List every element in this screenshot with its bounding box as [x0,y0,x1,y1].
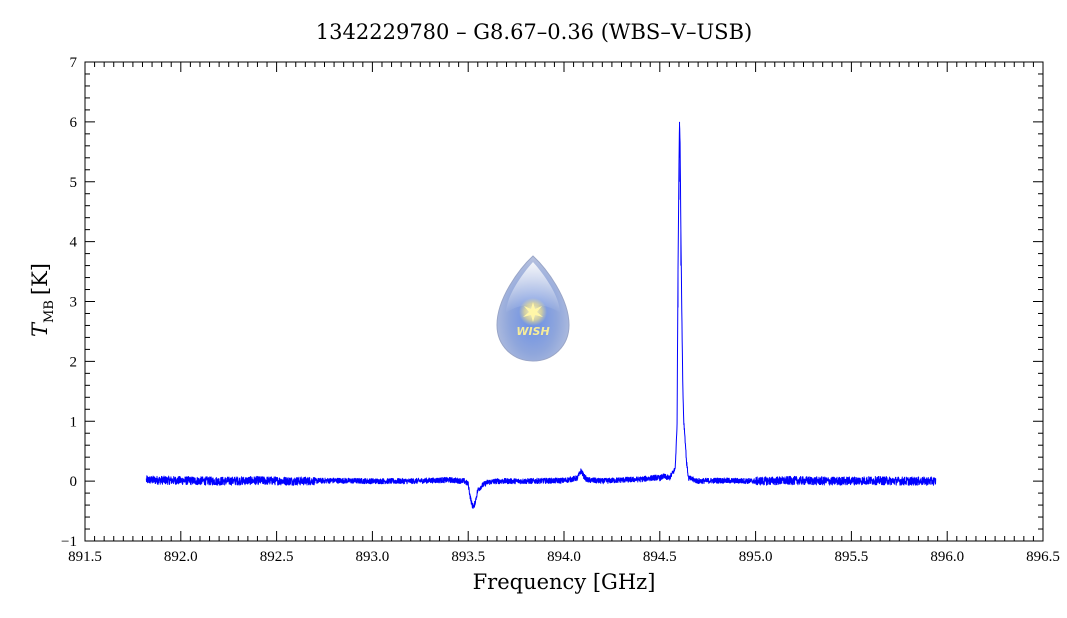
svg-text:TMB[K]: TMB [K] [28,263,57,337]
y-tick-label: 1 [70,414,78,430]
y-label-unit: [K] [28,263,52,295]
y-axis-label: TMB [K] [28,263,57,337]
x-tick-label: 895.0 [739,549,773,565]
x-tick-label: 893.0 [356,549,390,565]
y-tick-label: 6 [70,115,78,131]
y-tick-label: −1 [61,534,77,550]
x-tick-label: 891.5 [68,549,102,565]
y-label-main: T [28,321,52,337]
y-tick-label: 4 [70,235,78,251]
x-tick-label: 893.5 [451,549,485,565]
x-tick-label: 894.0 [547,549,581,565]
x-tick-label: 892.0 [164,549,198,565]
x-tick-label: 895.5 [835,549,869,565]
x-tick-label: 892.5 [260,549,294,565]
x-axis-label: Frequency [GHz] [473,570,656,594]
logo-text: WISH [516,325,549,338]
x-tick-label: 894.5 [643,549,677,565]
x-tick-label: 896.5 [1026,549,1060,565]
y-tick-labels: −1 0 1 2 3 4 5 6 7 [61,55,77,550]
y-tick-label: 7 [70,55,78,71]
star-icon [523,302,543,322]
axis-ticks [84,61,1044,542]
y-tick-label: 3 [70,295,78,311]
x-tick-label: 896.0 [930,549,964,565]
chart-title: 1342229780 – G8.67–0.36 (WBS–V–USB) [316,20,752,44]
x-tick-labels: 891.5 892.0 892.5 893.0 893.5 894.0 894.5 895.0… [68,549,1060,565]
wish-logo: WISH [496,255,570,362]
y-label-subscript: MB [42,300,57,323]
y-tick-label: 0 [70,474,78,490]
series-line [145,121,937,509]
plot-frame [84,61,1044,542]
y-tick-label: 2 [70,354,78,370]
y-tick-label: 5 [70,175,78,191]
